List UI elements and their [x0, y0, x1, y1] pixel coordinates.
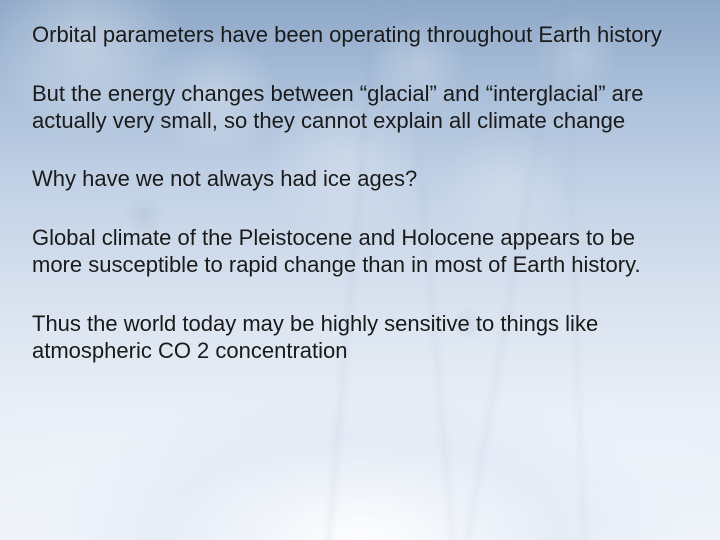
paragraph-3: Why have we not always had ice ages?	[32, 166, 680, 193]
paragraph-4: Global climate of the Pleistocene and Ho…	[32, 225, 680, 279]
slide-body: Orbital parameters have been operating t…	[0, 0, 720, 540]
paragraph-2: But the energy changes between “glacial”…	[32, 81, 680, 135]
paragraph-1: Orbital parameters have been operating t…	[32, 22, 680, 49]
paragraph-5: Thus the world today may be highly sensi…	[32, 311, 680, 365]
